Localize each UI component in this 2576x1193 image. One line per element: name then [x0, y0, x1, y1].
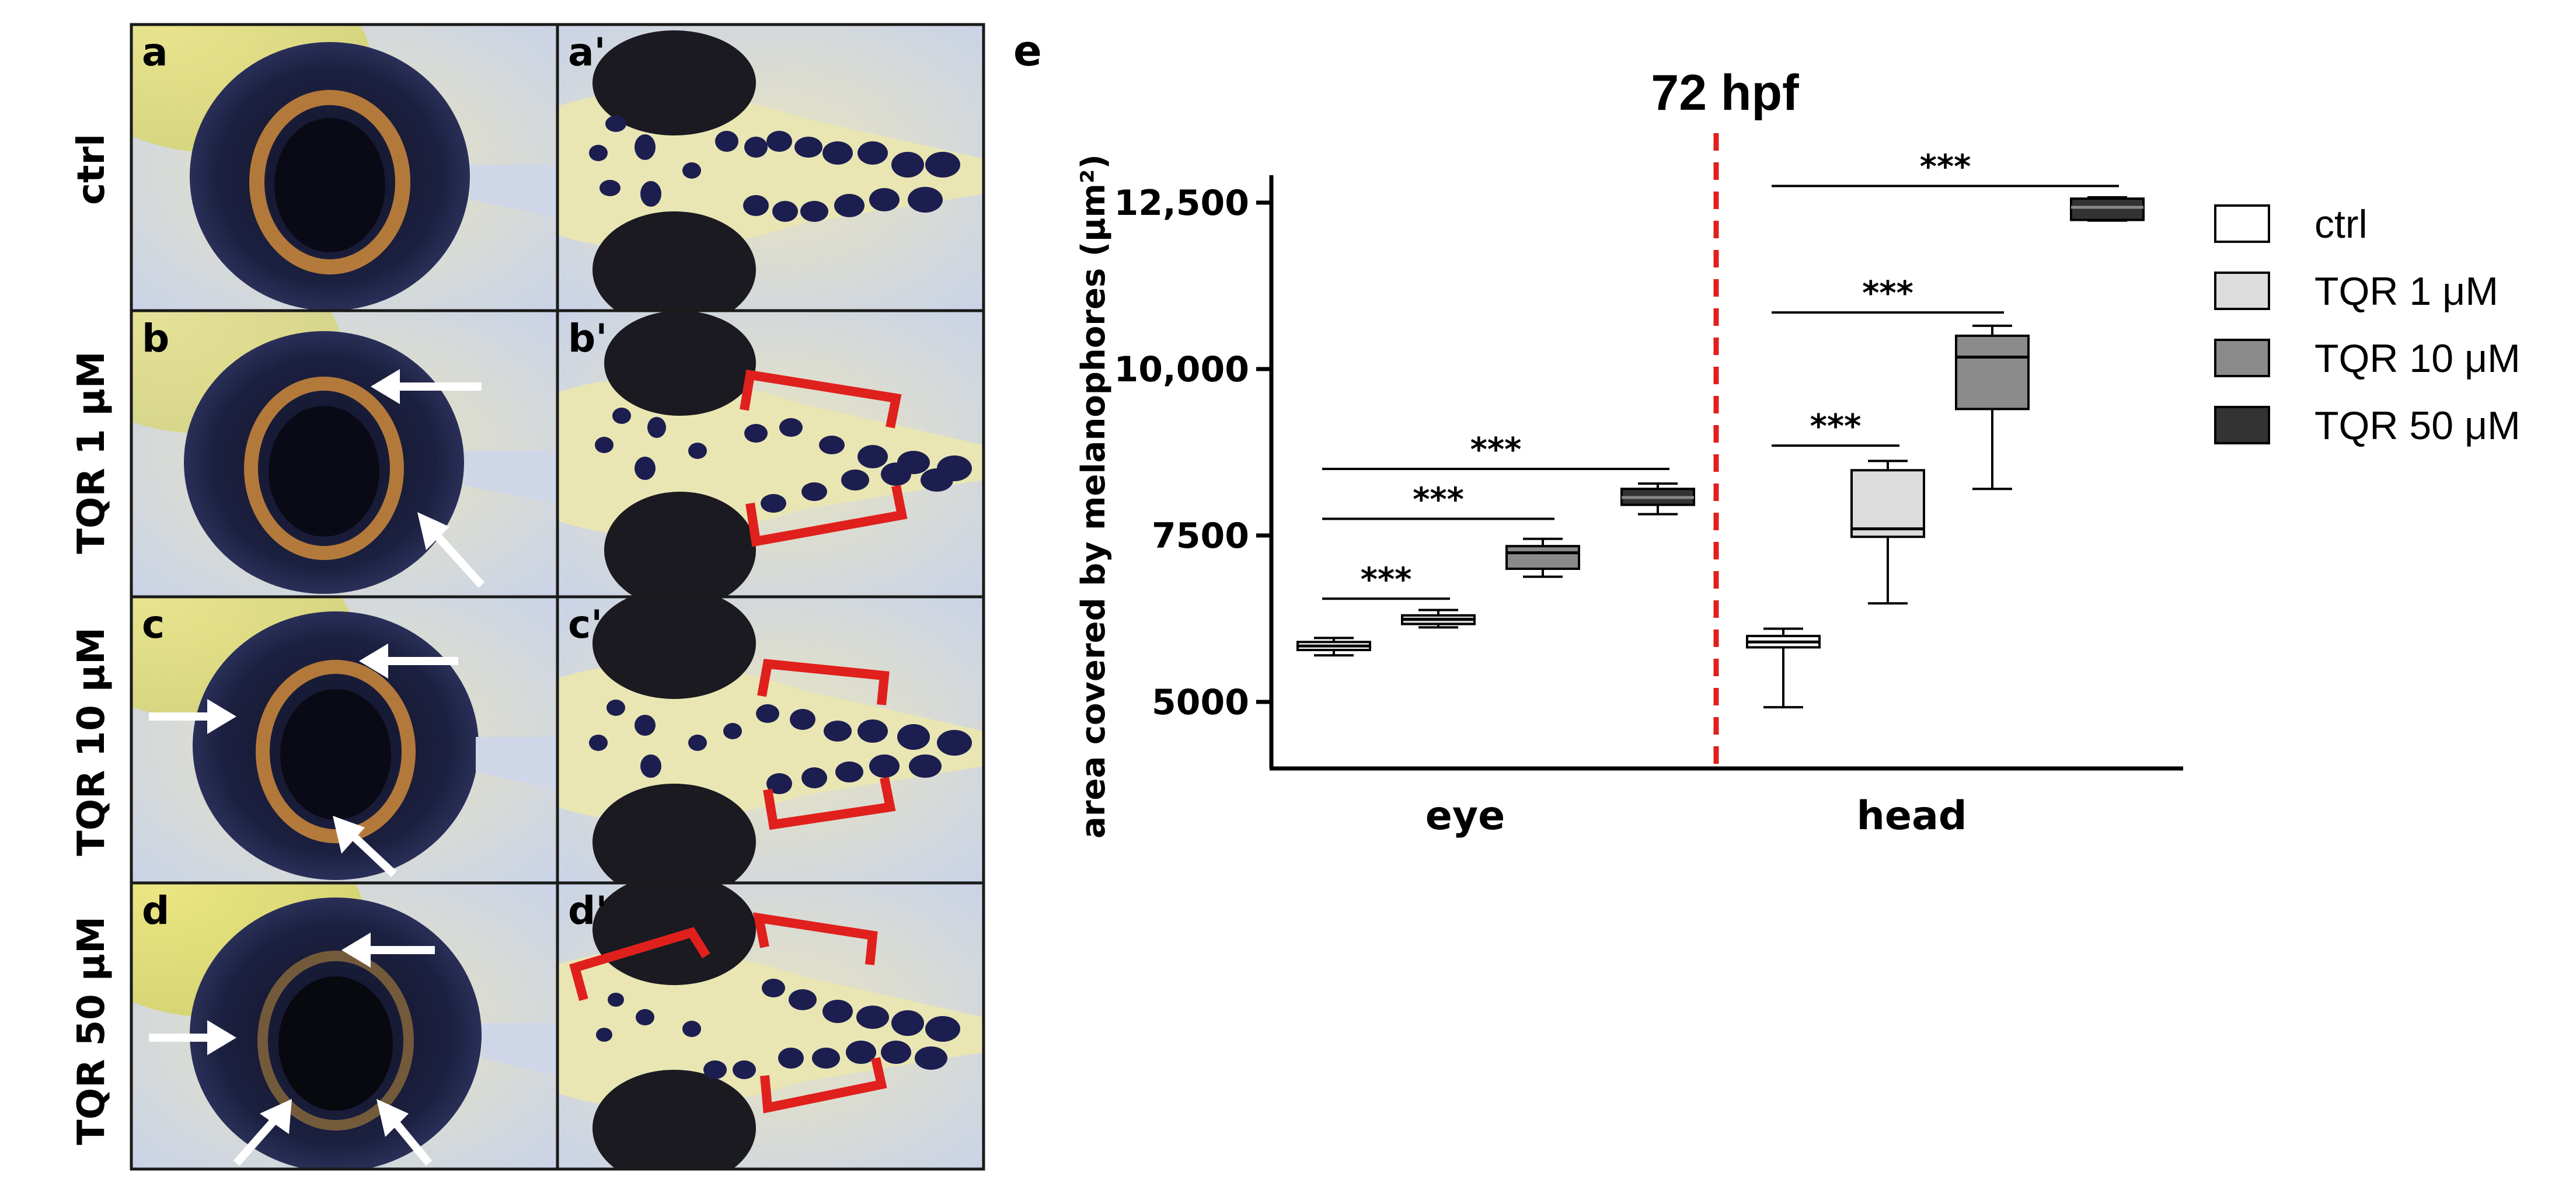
panel-letter-d: d [142, 888, 169, 933]
bracket-icon [569, 912, 887, 1114]
panel-a: a [130, 23, 559, 312]
legend-swatch [2214, 406, 2270, 444]
panel-letter-c: c [142, 602, 165, 647]
row-label-tqr1: TQR 1 μM [70, 351, 113, 554]
panel-d: d [130, 881, 559, 1171]
significance-label: *** [1862, 274, 1913, 312]
box-eye-2 [1505, 537, 1580, 578]
y-tick-label: 7500 [1152, 516, 1249, 556]
legend-label: ctrl [2314, 202, 2368, 246]
panel-c: c [130, 595, 559, 885]
box-head-1 [1850, 460, 1925, 605]
chart-legend: ctrl TQR 1 μM TQR 10 μM TQR 50 μM [2214, 202, 2521, 448]
legend-swatch [2214, 204, 2270, 243]
panel-b-prime: b' [556, 309, 985, 599]
panel-letter-e: e [1013, 26, 1042, 75]
chart-title: 72 hpf [1651, 65, 1799, 121]
panel-a-prime: a' [556, 23, 985, 312]
micrograph-panels: a [130, 23, 985, 1171]
panel-letter-b: b [142, 316, 169, 361]
row-label-tqr10: TQR 10 μM [70, 627, 113, 856]
significance-label: *** [1470, 431, 1522, 469]
significance-label: *** [1413, 481, 1464, 519]
box-eye-3 [1620, 482, 1695, 516]
panel-c-prime: c' [556, 595, 985, 885]
panel-d-prime: d' [556, 881, 985, 1171]
y-axis-label: area covered by melanophores (μm²) [1075, 154, 1113, 839]
legend-label: TQR 1 μM [2314, 269, 2498, 314]
panel-letter-a-prime: a' [568, 30, 606, 75]
arrow-icon [149, 644, 458, 878]
arrow-icon [149, 933, 435, 1166]
box-head-3 [2070, 196, 2145, 222]
panel-b: b [130, 309, 559, 599]
chart-panel-e: e 72 hpf area covered by melanophores (μ… [1013, 26, 2521, 839]
box-head-0 [1746, 627, 1821, 709]
panel-letter-a: a [142, 30, 168, 75]
row-label-ctrl: ctrl [70, 134, 113, 205]
box-eye-0 [1296, 637, 1371, 657]
arrow-icon [371, 369, 485, 588]
legend-label: TQR 10 μM [2314, 336, 2521, 381]
x-category-label: eye [1425, 793, 1505, 839]
significance-label: *** [1810, 408, 1862, 446]
box-eye-1 [1401, 608, 1476, 629]
x-category-label: head [1856, 793, 1967, 839]
panel-letter-c-prime: c' [568, 602, 602, 647]
row-labels: ctrl TQR 1 μM TQR 10 μM TQR 50 μM [70, 134, 113, 1145]
box-head-2 [1955, 324, 2030, 491]
legend-swatch [2214, 339, 2270, 377]
significance-label: *** [1920, 148, 1971, 186]
panel-letter-d-prime: d' [568, 888, 607, 933]
y-tick-label: 5000 [1152, 682, 1249, 723]
legend-swatch [2214, 272, 2270, 310]
panel-letter-b-prime: b' [568, 316, 607, 361]
y-tick-label: 10,000 [1114, 349, 1249, 390]
bracket-icon [757, 659, 896, 830]
legend-label: TQR 50 μM [2314, 404, 2521, 448]
y-tick-label: 12,500 [1114, 183, 1249, 224]
row-label-tqr50: TQR 50 μM [70, 916, 113, 1145]
significance-label: *** [1361, 561, 1412, 599]
bracket-icon [740, 369, 908, 547]
